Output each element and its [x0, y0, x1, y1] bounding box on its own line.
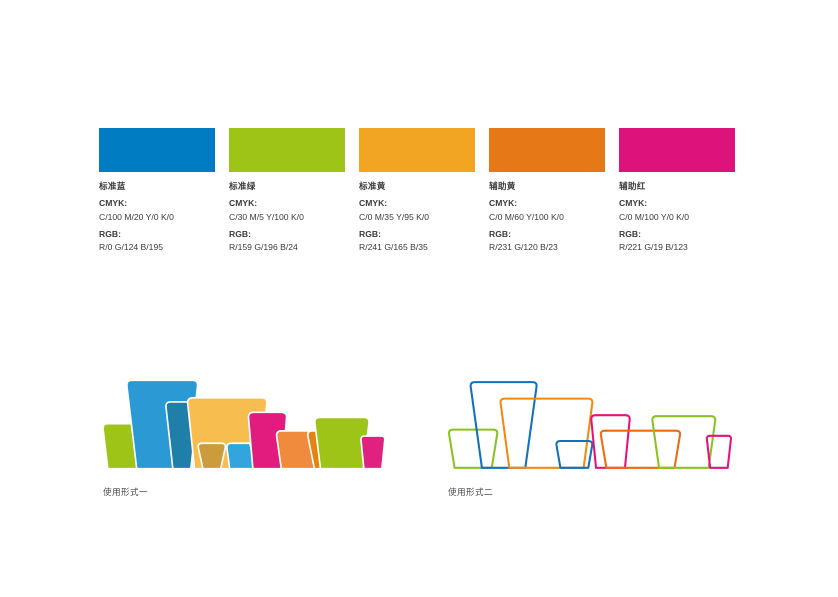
cup-outline-magenta-mid — [590, 414, 631, 469]
cup-outline-green-left — [447, 428, 499, 469]
cmyk-label: CMYK: — [489, 198, 518, 209]
color-swatch-card: 辅助黄 CMYK: C/0 M/60 Y/100 K/0 RGB: R/231 G/12… — [489, 128, 605, 253]
logo-art-form-two — [440, 378, 750, 473]
cup-blue-small — [227, 444, 256, 468]
cup-magenta-mid — [249, 413, 286, 468]
color-name-label: 辅助黄 — [489, 182, 516, 192]
color-name-label: 标准黄 — [359, 182, 386, 192]
rgb-label: RGB: — [99, 228, 121, 239]
logo-composition-form-one: 使用形式一 — [95, 378, 405, 498]
color-name-label: 辅助红 — [619, 182, 646, 192]
composition-caption-form-two: 使用形式二 — [448, 488, 493, 498]
rgb-value: R/159 G/196 B/24 — [229, 242, 298, 253]
cmyk-label: CMYK: — [359, 198, 388, 209]
rgb-value: R/231 G/120 B/23 — [489, 242, 558, 253]
logo-composition-form-two: 使用形式二 — [440, 378, 750, 498]
color-palette-row: 标准蓝 CMYK: C/100 M/20 Y/0 K/0 RGB: R/0 G/124 … — [99, 128, 759, 253]
cup-outline-blue-small — [555, 439, 594, 469]
cmyk-label: CMYK: — [99, 198, 128, 209]
logo-art-form-one — [95, 378, 405, 473]
rgb-label: RGB: — [229, 228, 251, 239]
rgb-label: RGB: — [359, 228, 381, 239]
cup-outline-orange-wide — [599, 429, 682, 469]
color-swatch-card: 辅助红 CMYK: C/0 M/100 Y/0 K/0 RGB: R/221 G/19 … — [619, 128, 735, 253]
color-swatch-card: 标准绿 CMYK: C/30 M/5 Y/100 K/0 RGB: R/159 G/19… — [229, 128, 345, 253]
cup-magenta-right — [361, 436, 384, 468]
cmyk-label: CMYK: — [229, 198, 258, 209]
rgb-value: R/0 G/124 B/195 — [99, 242, 164, 253]
cup-ochre-small — [198, 444, 225, 468]
rgb-value: R/241 G/165 B/35 — [359, 242, 428, 253]
cmyk-value: C/0 M/100 Y/0 K/0 — [619, 211, 690, 222]
cup-green-right — [315, 418, 369, 468]
color-chip — [359, 128, 475, 172]
color-chip — [619, 128, 735, 172]
cmyk-value: C/0 M/35 Y/95 K/0 — [359, 211, 430, 222]
color-swatch-card: 标准黄 CMYK: C/0 M/35 Y/95 K/0 RGB: R/241 G/165… — [359, 128, 475, 253]
logo-mark-form-one — [102, 379, 386, 470]
rgb-label: RGB: — [619, 228, 641, 239]
color-swatch-card: 标准蓝 CMYK: C/100 M/20 Y/0 K/0 RGB: R/0 G/124 … — [99, 128, 215, 253]
composition-caption-form-one: 使用形式一 — [103, 488, 148, 498]
cup-outline-magenta-right — [705, 434, 733, 469]
color-name-label: 标准蓝 — [99, 182, 126, 192]
color-name-label: 标准绿 — [229, 182, 256, 192]
cup-outline-orange-large — [499, 397, 594, 469]
color-chip — [489, 128, 605, 172]
color-chip — [229, 128, 345, 172]
rgb-value: R/221 G/19 B/123 — [619, 242, 688, 253]
cmyk-label: CMYK: — [619, 198, 648, 209]
color-chip — [99, 128, 215, 172]
cmyk-value: C/30 M/5 Y/100 K/0 — [229, 211, 304, 222]
cmyk-value: C/0 M/60 Y/100 K/0 — [489, 211, 564, 222]
rgb-label: RGB: — [489, 228, 511, 239]
logo-mark-form-two — [447, 381, 733, 469]
cmyk-value: C/100 M/20 Y/0 K/0 — [99, 211, 174, 222]
cup-outline-green-right — [651, 415, 717, 469]
